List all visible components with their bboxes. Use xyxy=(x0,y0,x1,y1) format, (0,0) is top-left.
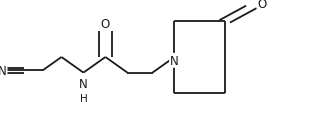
Text: O: O xyxy=(101,18,110,31)
Text: N: N xyxy=(170,54,179,67)
Text: N: N xyxy=(0,64,7,77)
Text: O: O xyxy=(258,0,267,11)
Text: H: H xyxy=(79,93,87,103)
Text: N: N xyxy=(79,77,88,90)
